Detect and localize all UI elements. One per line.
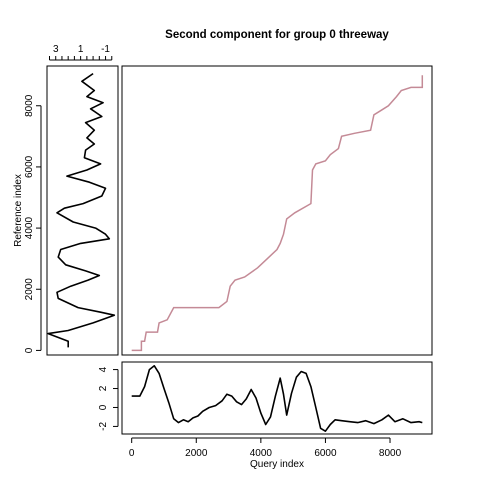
left-y-axis-label: Reference index	[13, 174, 24, 247]
left-y-tick-label: 6000	[24, 155, 35, 178]
bottom-y-tick-label: 0	[98, 404, 109, 410]
bottom-panel: 0 2000 4000 6000 8000 Query index -2 0 2 4	[98, 361, 433, 470]
bottom-x-axis-label: Query index	[250, 459, 304, 470]
bottom-x-tick-label: 2000	[185, 448, 208, 459]
bottom-y-tick-label: 4	[98, 366, 109, 372]
bottom-x-tick-label: 8000	[379, 448, 402, 459]
left-top-tick-label: 1	[78, 44, 84, 55]
left-top-tick-label: -1	[101, 44, 110, 55]
main-panel-frame	[121, 65, 433, 356]
bottom-panel-frame	[121, 361, 433, 435]
left-y-tick-label: 2000	[24, 278, 35, 301]
bottom-y-tick-label: 2	[98, 385, 109, 391]
chart-title: Second component for group 0 threeway	[165, 29, 389, 41]
left-panel: 0 2000 4000 6000 8000 Reference index 3 1 -1	[13, 44, 119, 356]
bottom-x-tick-label: 4000	[250, 448, 273, 459]
left-y-tick-label: 4000	[24, 217, 35, 240]
left-panel-frame	[46, 65, 119, 356]
bottom-x-tick-label: 0	[129, 448, 135, 459]
query-line	[131, 364, 423, 433]
bottom-x-tick-label: 6000	[314, 448, 337, 459]
left-y-tick-label: 0	[24, 347, 35, 353]
bottom-y-tick-label: -2	[98, 422, 109, 431]
warping-path-line	[131, 75, 424, 352]
left-top-tick-label: 3	[53, 44, 59, 55]
main-panel	[121, 65, 433, 356]
left-y-tick-label: 8000	[24, 94, 35, 117]
left-reference-line	[47, 72, 116, 348]
